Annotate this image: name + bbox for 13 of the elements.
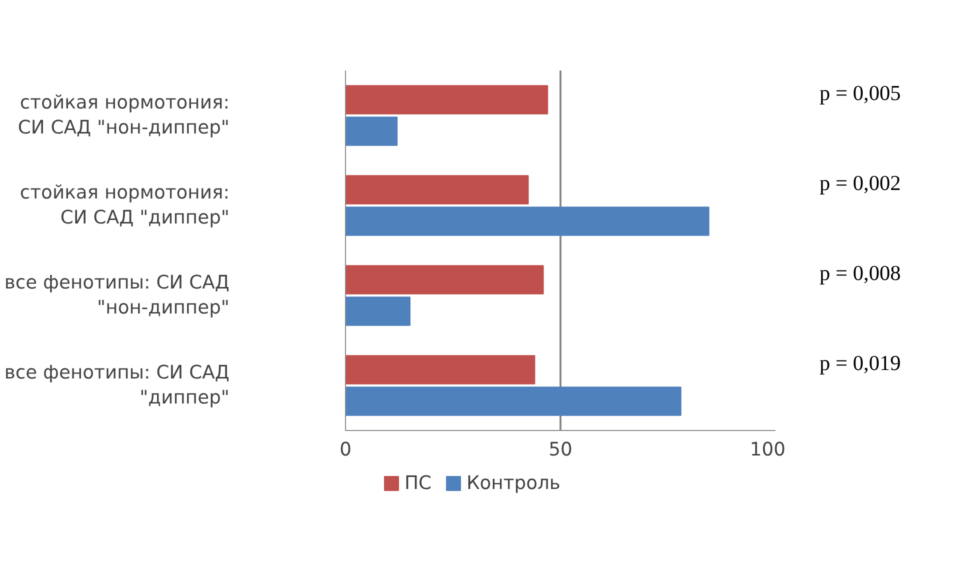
x-tick-label: 0 bbox=[340, 440, 352, 460]
text: p = 0,019 bbox=[820, 351, 901, 375]
y-tick-label: все фенотипы: СИ САД "нон-диппер" bbox=[4, 272, 230, 319]
x-tick-label: 50 bbox=[548, 440, 572, 460]
text: p = 0,002 bbox=[820, 171, 901, 195]
x-tick-label: 100 bbox=[750, 440, 786, 460]
text: p = 0,008 bbox=[820, 261, 901, 285]
y-tick-label: стойкая нормотония: СИ САД "нон-диппер" bbox=[18, 92, 230, 139]
legend-label: ПС bbox=[404, 473, 432, 494]
legend-label: Контроль bbox=[466, 473, 560, 494]
y-tick-label: все фенотипы: СИ САД "диппер" bbox=[4, 362, 230, 409]
y-tick-label: стойкая нормотония: СИ САД "диппер" bbox=[20, 182, 230, 229]
text: p = 0,005 bbox=[820, 81, 901, 105]
